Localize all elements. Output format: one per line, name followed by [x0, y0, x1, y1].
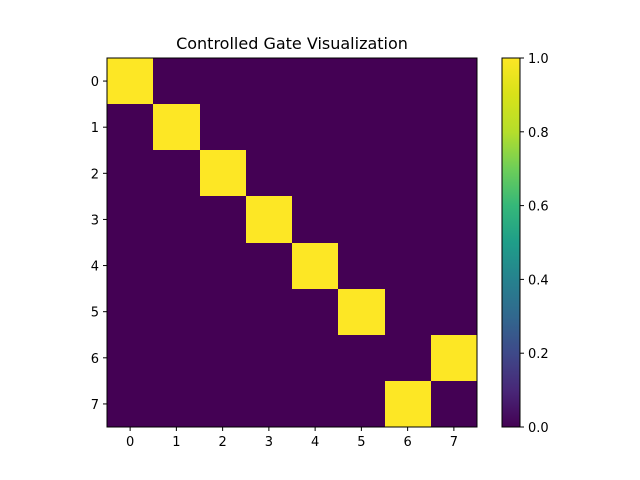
colorbar-tick-label: 0.8	[528, 126, 549, 141]
y-tick-label: 7	[91, 398, 99, 413]
colorbar	[502, 58, 520, 427]
heatmap-frame	[106, 57, 478, 428]
x-tick-label: 0	[126, 435, 134, 450]
y-tick-label: 4	[91, 260, 99, 275]
heatmap-cell-r2-c0	[107, 150, 153, 196]
chart-title: Controlled Gate Visualization	[176, 34, 408, 53]
x-tick-label: 7	[450, 435, 458, 450]
heatmap-cell-r6-c1	[153, 335, 200, 381]
heatmap-cell-r4-c0	[107, 243, 153, 289]
heatmap-cell-r6-c5	[338, 335, 385, 381]
heatmap-cell-r5-c2	[200, 289, 246, 335]
heatmap-cell-r5-c1	[153, 289, 200, 335]
heatmap-cell-r3-c3	[246, 196, 292, 243]
heatmap-cell-r3-c1	[153, 196, 200, 243]
x-tick-label: 4	[311, 435, 319, 450]
heatmap-cell-r5-c0	[107, 289, 153, 335]
x-tick-label: 3	[265, 435, 273, 450]
heatmap-cell-r0-c7	[431, 58, 477, 104]
heatmap-cell-r7-c5	[338, 381, 385, 427]
heatmap-cell-r3-c5	[338, 196, 385, 243]
colorbar-tick-label: 0.6	[528, 200, 549, 215]
x-tick-label: 5	[357, 435, 365, 450]
y-tick-label: 5	[91, 306, 99, 321]
heatmap-cell-r7-c6	[385, 381, 431, 427]
heatmap-cell-r5-c6	[385, 289, 431, 335]
heatmap-cell-r7-c2	[200, 381, 246, 427]
heatmap-cell-r7-c7	[431, 381, 477, 427]
heatmap-cell-r5-c7	[431, 289, 477, 335]
heatmap-cell-r7-c1	[153, 381, 200, 427]
x-tick-label: 1	[172, 435, 180, 450]
heatmap-cell-r2-c4	[292, 150, 338, 196]
heatmap-cell-r4-c1	[153, 243, 200, 289]
heatmap-cell-r7-c4	[292, 381, 338, 427]
heatmap-cell-r3-c0	[107, 196, 153, 243]
heatmap-cell-r0-c3	[246, 58, 292, 104]
heatmap-cell-r1-c0	[107, 104, 153, 150]
heatmap-cell-r0-c0	[107, 58, 153, 104]
heatmap-cell-r5-c5	[338, 289, 385, 335]
heatmap-cell-r3-c6	[385, 196, 431, 243]
heatmap-cell-r2-c7	[431, 150, 477, 196]
heatmap-cell-r6-c2	[200, 335, 246, 381]
colorbar-tick-label: 0.4	[528, 273, 549, 288]
heatmap-cell-r2-c6	[385, 150, 431, 196]
heatmap-cell-r6-c6	[385, 335, 431, 381]
heatmap-cell-r2-c2	[200, 150, 246, 196]
heatmap-cell-r4-c6	[385, 243, 431, 289]
x-axis-ticks: 0 1 2 3 4 5 6 7	[126, 427, 458, 450]
colorbar-tick-label: 1.0	[528, 52, 549, 67]
heatmap-cell-r6-c3	[246, 335, 292, 381]
heatmap-cell-r0-c5	[338, 58, 385, 104]
colorbar-ticks: 0.0 0.2 0.4 0.6 0.8 1.0	[520, 52, 549, 436]
y-tick-label: 6	[91, 352, 99, 367]
heatmap-cell-r5-c3	[246, 289, 292, 335]
heatmap-cell-r6-c0	[107, 335, 153, 381]
y-tick-label: 1	[91, 121, 99, 136]
heatmap-cell-r0-c4	[292, 58, 338, 104]
heatmap-cell-r4-c2	[200, 243, 246, 289]
heatmap-cell-r6-c7	[431, 335, 477, 381]
heatmap-cell-r0-c1	[153, 58, 200, 104]
heatmap-cell-r3-c7	[431, 196, 477, 243]
heatmap-cell-r3-c2	[200, 196, 246, 243]
heatmap-cell-r5-c4	[292, 289, 338, 335]
y-tick-label: 0	[91, 75, 99, 90]
heatmap-cell-r1-c6	[385, 104, 431, 150]
heatmap-cell-r4-c4	[292, 243, 338, 289]
heatmap-cell-r6-c4	[292, 335, 338, 381]
heatmap-cell-r7-c3	[246, 381, 292, 427]
heatmap-cell-r2-c1	[153, 150, 200, 196]
colorbar-frame	[501, 57, 521, 428]
heatmap-cell-r1-c2	[200, 104, 246, 150]
y-axis-ticks: 0 1 2 3 4 5 6 7	[91, 75, 107, 413]
x-tick-label: 6	[403, 435, 411, 450]
heatmap-cell-r2-c5	[338, 150, 385, 196]
heatmap-cell-r1-c1	[153, 104, 200, 150]
y-tick-label: 2	[91, 167, 99, 182]
heatmap-cell-r4-c3	[246, 243, 292, 289]
heatmap-cell-r4-c7	[431, 243, 477, 289]
heatmap-cell-r7-c0	[107, 381, 153, 427]
heatmap-cells	[107, 58, 477, 427]
heatmap-cell-r0-c6	[385, 58, 431, 104]
heatmap-cell-r1-c3	[246, 104, 292, 150]
colorbar-tick-label: 0.2	[528, 347, 549, 362]
y-tick-label: 3	[91, 213, 99, 228]
heatmap-cell-r4-c5	[338, 243, 385, 289]
heatmap-cell-r0-c2	[200, 58, 246, 104]
x-tick-label: 2	[218, 435, 226, 450]
heatmap-cell-r1-c7	[431, 104, 477, 150]
heatmap-cell-r1-c5	[338, 104, 385, 150]
colorbar-tick-label: 0.0	[528, 421, 549, 436]
heatmap-cell-r2-c3	[246, 150, 292, 196]
heatmap-cell-r1-c4	[292, 104, 338, 150]
heatmap-cell-r3-c4	[292, 196, 338, 243]
